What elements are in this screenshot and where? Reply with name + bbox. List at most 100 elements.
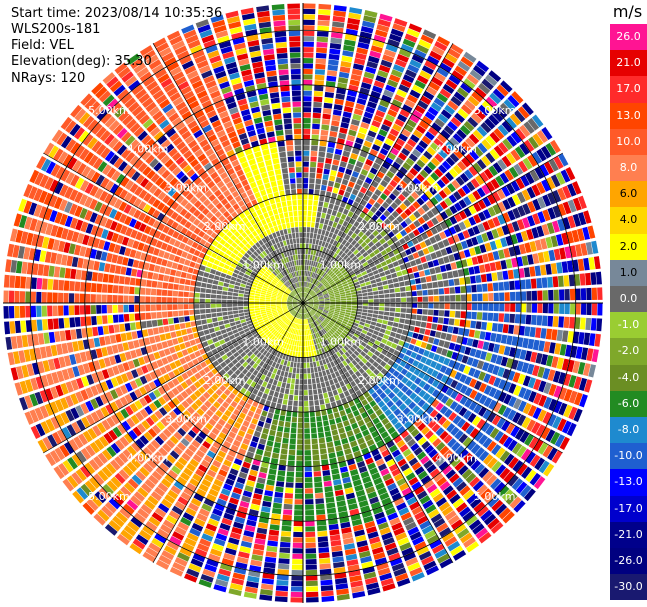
velocity-gate — [348, 283, 355, 288]
velocity-gate — [222, 311, 228, 316]
velocity-gate — [394, 118, 405, 128]
velocity-gate — [380, 59, 393, 68]
velocity-gate — [436, 92, 449, 103]
velocity-gate — [409, 531, 422, 541]
velocity-gate — [597, 287, 603, 300]
velocity-gate — [357, 354, 364, 360]
velocity-gate — [323, 102, 333, 109]
velocity-gate — [365, 106, 376, 114]
velocity-gate — [514, 428, 525, 441]
velocity-gate — [102, 325, 110, 335]
velocity-gate — [425, 275, 432, 283]
velocity-gate — [281, 382, 286, 388]
velocity-gate — [312, 460, 321, 466]
velocity-gate — [307, 288, 311, 294]
velocity-gate — [359, 31, 373, 39]
velocity-gate — [187, 333, 195, 340]
velocity-gate — [353, 333, 360, 338]
velocity-gate — [307, 210, 312, 217]
velocity-gate — [360, 351, 367, 357]
velocity-gate — [202, 324, 209, 330]
velocity-gate — [328, 452, 336, 459]
velocity-gate — [85, 316, 92, 326]
velocity-gate — [561, 232, 569, 245]
velocity-gate — [283, 427, 290, 433]
velocity-gate — [381, 324, 387, 329]
velocity-gate — [428, 186, 438, 196]
velocity-gate — [522, 402, 532, 415]
velocity-gate — [424, 111, 436, 121]
velocity-gate — [493, 145, 505, 157]
velocity-gate — [395, 297, 401, 303]
velocity-gate — [312, 238, 316, 245]
velocity-gate — [489, 148, 500, 160]
velocity-gate — [444, 536, 458, 547]
velocity-gate — [473, 146, 484, 157]
velocity-gate — [356, 327, 363, 332]
velocity-gate — [263, 422, 271, 430]
velocity-gate — [354, 228, 361, 235]
velocity-gate — [415, 124, 426, 135]
velocity-gate — [404, 143, 414, 152]
velocity-gate — [393, 473, 404, 482]
velocity-gate — [409, 114, 420, 124]
velocity-gate — [315, 58, 327, 65]
velocity-gate — [340, 294, 346, 297]
velocity-gate — [337, 256, 343, 263]
velocity-gate — [379, 328, 386, 334]
velocity-gate — [320, 315, 325, 320]
velocity-gate — [341, 260, 347, 267]
velocity-gate — [307, 254, 311, 260]
velocity-gate — [479, 264, 486, 273]
velocity-gate — [395, 206, 404, 215]
velocity-gate — [365, 375, 373, 383]
velocity-gate — [401, 147, 411, 157]
velocity-gate — [145, 312, 152, 320]
velocity-gate — [446, 489, 458, 500]
velocity-gate — [336, 320, 342, 325]
velocity-gate — [336, 87, 347, 95]
velocity-gate — [372, 222, 380, 229]
velocity-gate — [101, 294, 107, 303]
velocity-gate — [249, 311, 255, 315]
velocity-gate — [351, 68, 363, 76]
velocity-gate — [321, 288, 327, 292]
velocity-gate — [303, 25, 315, 31]
velocity-gate — [469, 428, 480, 439]
velocity-gate — [402, 516, 415, 526]
velocity-gate — [429, 539, 442, 550]
velocity-gate — [140, 312, 146, 321]
velocity-gate — [328, 53, 340, 61]
velocity-gate — [326, 186, 333, 193]
velocity-gate — [532, 133, 544, 147]
velocity-gate — [340, 296, 346, 299]
velocity-gate — [317, 366, 322, 372]
velocity-gate — [412, 405, 421, 414]
velocity-gate — [294, 356, 298, 363]
velocity-gate — [373, 330, 379, 336]
velocity-gate — [585, 317, 592, 331]
velocity-gate — [355, 103, 365, 111]
velocity-gate — [389, 307, 396, 312]
velocity-gate — [421, 65, 434, 75]
velocity-gate — [85, 293, 91, 303]
velocity-gate — [386, 206, 395, 214]
velocity-gate — [476, 60, 490, 73]
velocity-gate — [324, 397, 330, 404]
velocity-gate — [306, 295, 311, 300]
velocity-gate — [297, 357, 301, 363]
velocity-gate — [559, 303, 565, 314]
velocity-gate — [442, 186, 452, 196]
velocity-gate — [295, 466, 303, 472]
velocity-gate — [502, 212, 511, 223]
velocity-gate — [353, 165, 362, 173]
velocity-gate — [420, 256, 427, 263]
velocity-gate — [340, 225, 346, 232]
velocity-gate — [362, 309, 368, 313]
velocity-gate — [575, 288, 581, 301]
velocity-gate — [445, 156, 456, 167]
velocity-gate — [363, 244, 370, 251]
velocity-gate — [356, 178, 364, 186]
velocity-gate — [367, 351, 374, 357]
velocity-gate — [334, 489, 344, 497]
